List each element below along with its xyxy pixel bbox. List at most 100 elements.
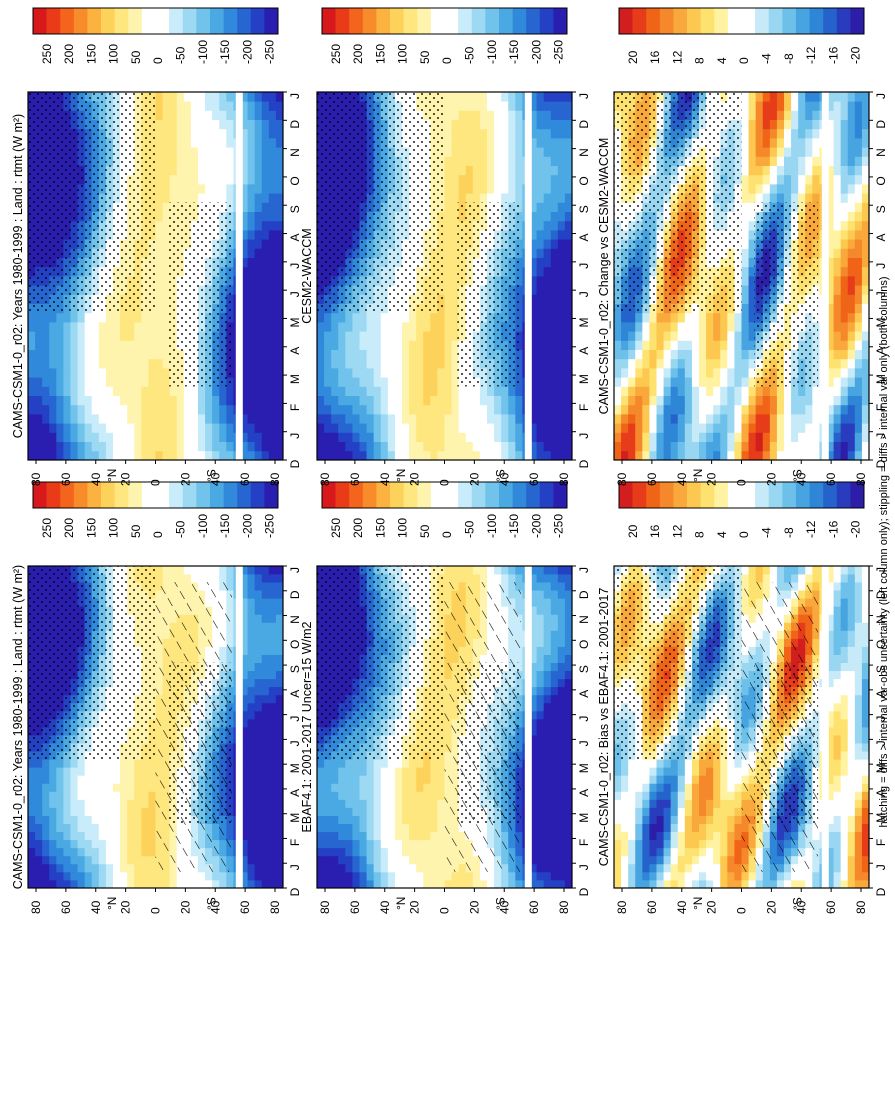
heatmap-cell	[394, 767, 403, 776]
heatmap-cell	[423, 823, 431, 833]
heatmap-cell	[720, 791, 728, 800]
heatmap-cell	[720, 831, 728, 841]
heatmap-cell	[254, 694, 263, 704]
heatmap-cell	[543, 879, 552, 889]
heatmap-cell	[642, 879, 650, 889]
heatmap-cell	[557, 710, 566, 720]
heatmap-cell	[826, 863, 834, 873]
heatmap-cell	[840, 574, 849, 583]
colorbar-tick-group: 50	[129, 50, 143, 64]
heatmap-cell	[684, 831, 693, 841]
heatmap-cell	[826, 646, 834, 655]
lat-tick-group: 20	[119, 900, 133, 914]
heatmap-cell	[423, 863, 431, 873]
heatmap-cell	[70, 358, 78, 369]
heatmap-cell	[564, 871, 573, 881]
heatmap-cell	[198, 574, 206, 583]
heatmap-cell	[56, 863, 64, 873]
heatmap-cell	[550, 702, 559, 712]
heatmap-cell	[387, 767, 396, 776]
month-tick-group: D	[288, 887, 302, 896]
heatmap-cell	[550, 735, 559, 744]
heatmap-cell	[254, 702, 263, 712]
heatmap-cell	[387, 775, 396, 784]
heatmap-cell	[63, 775, 71, 784]
heatmap-cell	[663, 791, 672, 800]
heatmap-cell	[254, 662, 263, 672]
heatmap-cell	[247, 590, 256, 599]
heatmap-cell	[557, 654, 566, 663]
heatmap-cell	[254, 710, 263, 720]
heatmap-cell	[840, 638, 849, 647]
heatmap-cell	[465, 879, 474, 889]
heatmap-cell	[833, 598, 842, 607]
heatmap-cell	[536, 879, 545, 889]
heatmap-cell	[776, 871, 785, 881]
heatmap-cell	[394, 863, 403, 873]
heatmap-cell	[529, 702, 537, 712]
heatmap-cell	[529, 759, 537, 768]
heatmap-cell	[42, 823, 50, 833]
heatmap-cell	[409, 863, 417, 873]
heatmap-cell	[663, 847, 672, 857]
month-tick-label: D	[874, 887, 888, 896]
heatmap-cell	[77, 791, 86, 800]
heatmap-cell	[409, 831, 417, 841]
heatmap-cell	[437, 791, 445, 800]
colorbar-cell	[101, 482, 115, 508]
heatmap-cell	[268, 815, 277, 824]
heatmap-cell	[847, 863, 856, 873]
heatmap-cell	[564, 614, 573, 623]
heatmap-cell	[35, 377, 43, 387]
heatmap-cell	[359, 831, 367, 841]
heatmap-cell	[120, 855, 128, 865]
heatmap-cell	[543, 606, 552, 615]
heatmap-cell	[663, 775, 672, 784]
heatmap-cell	[465, 574, 474, 583]
heatmap-cell	[656, 783, 664, 792]
month-tick-group: S	[577, 665, 591, 673]
heatmap-cell	[536, 702, 545, 712]
heatmap-cell	[430, 807, 438, 816]
heatmap-cell	[734, 863, 742, 873]
heatmap-cell	[550, 574, 559, 583]
heatmap-cell	[84, 863, 93, 873]
heatmap-cell	[42, 871, 50, 881]
heatmap-cell	[275, 751, 284, 760]
heatmap-cell	[854, 751, 863, 760]
heatmap-cell	[63, 831, 71, 841]
heatmap-cell	[861, 879, 870, 889]
colorbar-cell	[795, 482, 810, 508]
colorbar-cell	[141, 482, 156, 508]
heatmap-cell	[261, 863, 270, 873]
heatmap-cell	[226, 574, 234, 583]
colorbar-tick-label: -250	[263, 40, 277, 64]
heatmap-cell	[84, 807, 93, 816]
heatmap-cell	[352, 775, 360, 784]
heatmap-cell	[28, 879, 36, 889]
heatmap-cell	[762, 871, 771, 881]
heatmap-cell	[240, 815, 248, 824]
colorbar-tick-group: 100	[107, 518, 121, 538]
lat-tick-label: 0	[149, 907, 163, 914]
colorbar-tick-group: 100	[107, 44, 121, 64]
heatmap-cell	[28, 847, 36, 857]
heatmap-cell	[642, 831, 650, 841]
heatmap-cell	[684, 767, 693, 776]
heatmap-cell	[56, 340, 64, 350]
heatmap-cell	[826, 815, 834, 824]
heatmap-cell	[56, 783, 64, 792]
heatmap-cell	[423, 871, 431, 881]
heatmap-cell	[254, 767, 263, 776]
heatmap-cell	[275, 855, 284, 865]
heatmap-cell	[254, 879, 263, 889]
heatmap-cell	[614, 799, 622, 808]
heatmap-cell	[699, 831, 707, 841]
heatmap-cell	[699, 871, 707, 881]
colorbar-tick-group: 250	[329, 518, 343, 538]
heatmap-cell	[373, 863, 382, 873]
heatmap-cell	[826, 791, 834, 800]
heatmap-cell	[77, 863, 86, 873]
